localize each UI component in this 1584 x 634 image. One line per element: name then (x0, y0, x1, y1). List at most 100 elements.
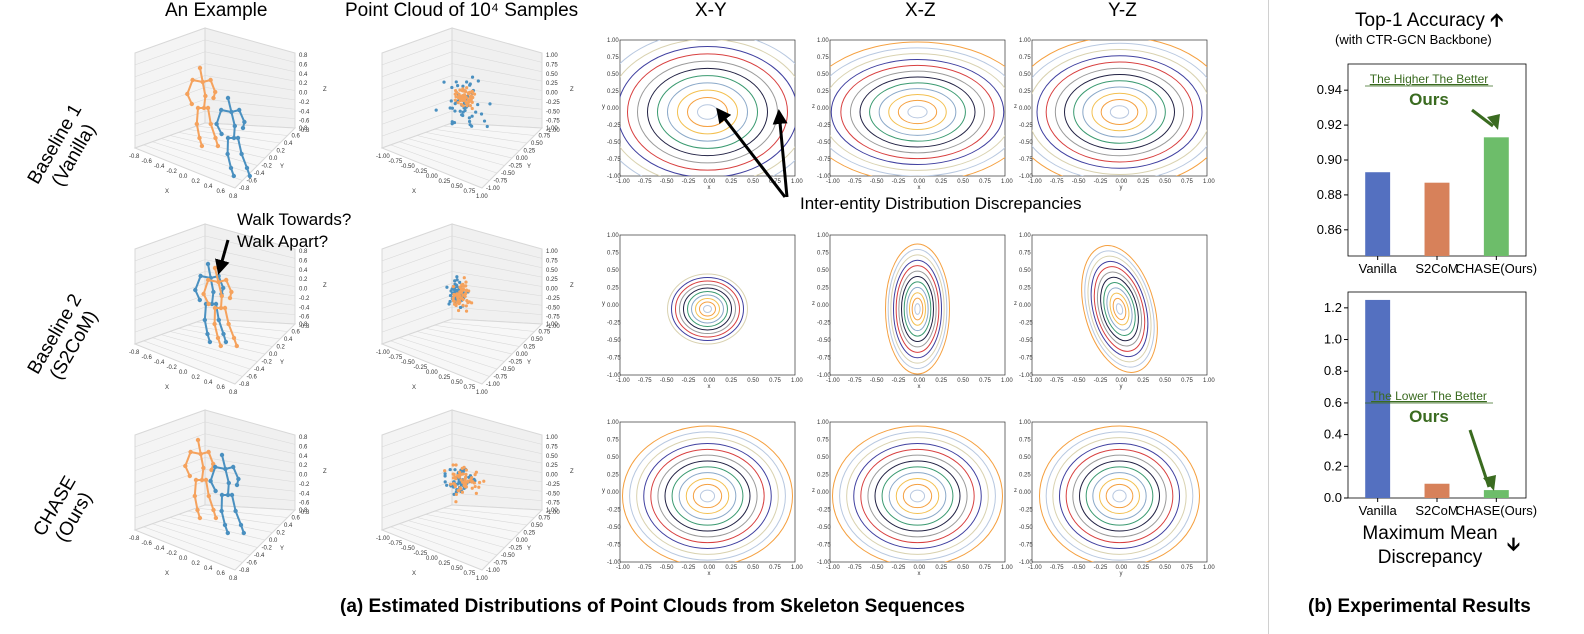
x-tick-label: 0.00 (704, 179, 716, 185)
contour-rings (1032, 40, 1207, 176)
y-tick-label: 0.2 (1324, 458, 1342, 473)
z-tick-label: -0.75 (546, 315, 560, 321)
y-tick-label: -0.75 (494, 561, 508, 567)
walk-arrow (215, 239, 230, 275)
contour-line (692, 483, 723, 509)
y-tick-label: 0.50 (817, 268, 829, 274)
contour-line (657, 454, 758, 538)
point-sample (458, 109, 462, 113)
x-tick-label: -0.50 (660, 378, 674, 384)
y-tick-label: 0.50 (531, 337, 543, 343)
skeleton-bone (201, 81, 207, 97)
top-chart-title-text: Top-1 Accuracy (1355, 10, 1485, 31)
skeleton-joint (216, 317, 221, 323)
y-tick-label: -1.00 (1019, 560, 1033, 566)
point-sample (476, 102, 480, 107)
y-tick-label: 0.2 (277, 531, 286, 537)
skeleton-joint (213, 464, 218, 470)
x-tick-label: -1.00 (1028, 179, 1042, 185)
contour-rings (832, 425, 1003, 562)
contour-line (678, 472, 737, 520)
y-tick-label: -1.00 (817, 560, 831, 566)
skeleton-joint (227, 295, 233, 301)
contour-frame (829, 234, 1006, 376)
y-tick-label: -0.50 (817, 525, 831, 531)
skeleton-joint (213, 135, 218, 141)
point-sample (453, 475, 457, 479)
skeleton-joint (223, 339, 229, 345)
x-tick-label: -0.75 (389, 159, 403, 165)
skeleton-bone (227, 323, 235, 339)
z-tick-label: -0.4 (299, 491, 310, 497)
y-tick-label: 0.25 (1019, 286, 1031, 292)
contour-plot: -1.00-1.00 -0.75 -0.75 -0.50 -0.50 -0.25 -0.25… (812, 420, 1013, 577)
contour-line (1081, 245, 1158, 373)
y-tick-label: -0.50 (501, 171, 515, 177)
contour-line (1082, 86, 1157, 138)
grid-line (134, 433, 206, 460)
y-tick-label: 0.75 (607, 438, 619, 444)
x-tick-label: -0.8 (129, 350, 140, 356)
y-axis-label: y (602, 488, 605, 494)
skeleton-joint (195, 507, 200, 513)
skeleton-joint (211, 95, 216, 101)
y-tick-label: 0.6 (292, 330, 301, 336)
x-tick-label: -0.50 (1072, 179, 1086, 185)
point-sample (477, 485, 481, 489)
y-tick-label: 0.75 (1019, 251, 1031, 257)
contour-line (906, 286, 929, 332)
contour-line (647, 67, 768, 157)
y-tick-label: 1.0 (1324, 332, 1342, 347)
x-tick-label: 0.00 (1116, 378, 1128, 384)
x-tick-label: -0.75 (848, 179, 862, 185)
skeleton-joint (207, 339, 213, 345)
y-axis-label: z (812, 301, 815, 307)
point-sample (445, 483, 449, 487)
contour-line (703, 305, 712, 313)
point-sample (448, 106, 452, 110)
y-tick-label: 0.50 (607, 268, 619, 274)
z-axis-label: Z (323, 283, 327, 289)
skeleton-joint (208, 77, 213, 83)
point-sample (467, 116, 471, 120)
contour-line (901, 276, 934, 342)
x-tick-label: 0.6 (217, 189, 226, 195)
y-tick-label: 0.75 (1019, 438, 1031, 444)
down-arrow-icon: 🡫 (1507, 534, 1520, 554)
grid-line (152, 337, 251, 370)
grid-line (134, 283, 206, 309)
y-tick-label: 0.75 (607, 251, 619, 257)
x-tick-label: -0.25 (414, 169, 428, 175)
skeleton-joint (219, 107, 224, 113)
x-tick-label: 0.50 (1159, 378, 1171, 384)
skeleton-bone (234, 510, 242, 526)
skeleton-joint (222, 305, 228, 311)
point-sample (464, 472, 468, 477)
contour-rings (885, 243, 950, 375)
point-sample (464, 309, 469, 313)
skeleton-joint (206, 449, 211, 455)
skeleton-joint (226, 480, 231, 486)
skeleton-bone (231, 494, 237, 512)
x-tick-label: 0.75 (979, 378, 991, 384)
grid-line (134, 480, 206, 507)
skeleton-bone (193, 479, 197, 497)
x-axis-label: y (1120, 185, 1123, 191)
skeleton-joint (199, 477, 205, 483)
y-tick-label: -0.50 (1019, 338, 1033, 344)
skeleton-bone (203, 303, 207, 321)
point-sample (474, 110, 478, 114)
z-tick-label: 0.75 (546, 444, 558, 450)
skeleton-bone (224, 307, 230, 325)
x-tick-label: 1.00 (1203, 179, 1215, 185)
grid-line (451, 247, 543, 269)
skeleton-joint (212, 305, 218, 311)
x-tick-label: 0.75 (1181, 378, 1193, 384)
y-tick-label: 0.50 (817, 455, 829, 461)
skeleton-joint (236, 476, 241, 482)
point-sample (464, 475, 468, 479)
x-axis-label: X (412, 189, 416, 195)
bottom-chart-title: Maximum Mean Discrepancy (1360, 522, 1500, 570)
grid-line (204, 235, 296, 259)
skeleton-joint (205, 331, 210, 337)
